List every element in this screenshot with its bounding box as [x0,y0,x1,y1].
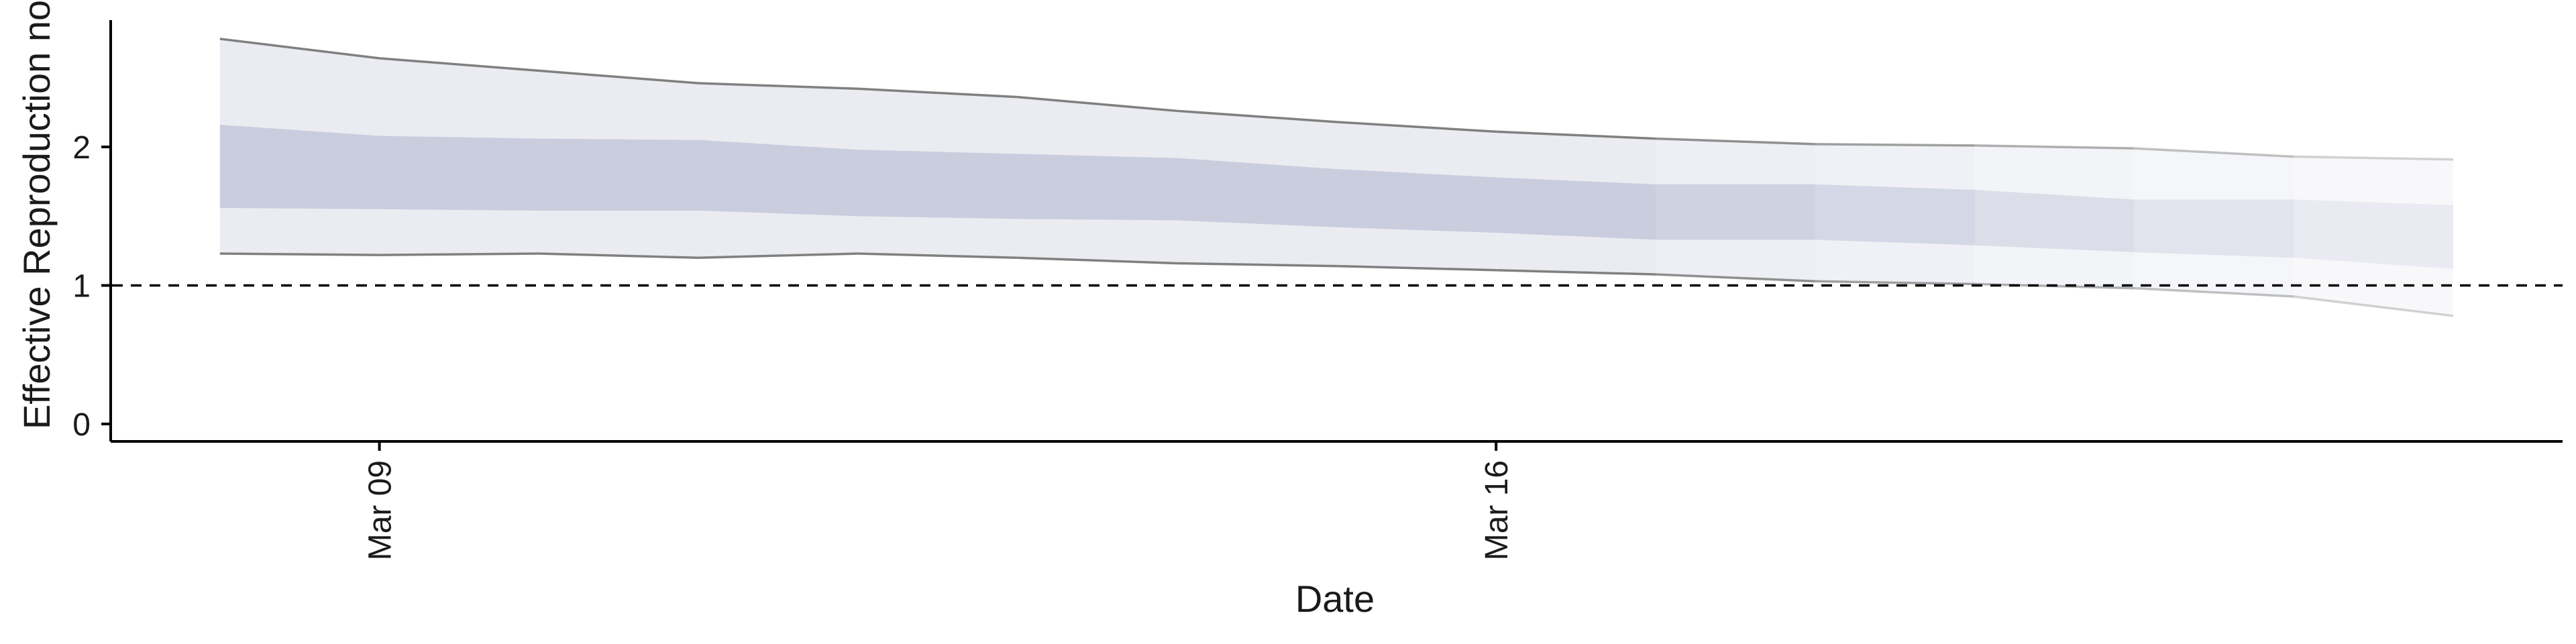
inner-band-segment [2134,199,2294,258]
upper-bound-line [1496,130,1656,140]
y-axis-ticks: 0 1 2 [72,130,111,443]
upper-bound-line [379,57,539,72]
upper-bound-line [1655,137,1815,146]
x-axis-ticks: Mar 09 Mar 16 [363,441,1515,560]
upper-bound-line [1974,144,2135,150]
outer-band-segment [2134,148,2294,297]
inner-band-segment [858,150,1018,219]
lower-bound-line [1177,262,1337,268]
lower-bound-line [857,252,1018,259]
inner-band-segment [1656,184,1815,240]
lower-bound-line [1336,264,1497,272]
lower-bound-line [1815,280,1975,286]
inner-band-segment [1496,177,1656,240]
outer-band-segment [2294,156,2453,316]
lower-bound-line [2134,286,2294,298]
lower-bound-line [539,252,699,259]
upper-bound-line [2134,147,2294,158]
inner-band-segment [1336,169,1497,233]
upper-bound-line [539,69,699,85]
inner-band-segment [1974,190,2135,252]
y-tick-label: 1 [72,269,91,305]
x-tick-label: Mar 16 [1479,460,1515,560]
y-axis-label: Effective Reproduction no [15,0,58,429]
upper-bound-line [2294,155,2454,161]
inner-band-segment [698,140,858,217]
x-axis-label: Date [1295,578,1375,620]
upper-bound-line [1177,109,1337,123]
lower-bound-line [1496,269,1656,276]
inner-band-segment [1177,158,1337,227]
lower-bound-line [2293,295,2454,317]
lower-bound-line [1655,273,1815,283]
inner-band-segment [379,136,539,211]
uncertainty-bands [219,38,2453,316]
axes [109,20,2563,443]
upper-bound-line [698,82,859,91]
lower-bound-line [379,252,539,256]
lower-bound-line [1017,256,1177,265]
y-tick-label: 0 [72,407,91,443]
lower-bound-line [698,252,859,259]
inner-band-segment [1815,184,1975,246]
inner-band-segment [219,124,380,209]
upper-bound-line [1815,143,1975,147]
y-tick-label: 2 [72,130,91,166]
inner-band-segment [2294,199,2453,269]
lower-bound-line [219,252,380,256]
inner-band-segment [539,138,699,211]
x-tick-label: Mar 09 [363,460,398,560]
upper-bound-line [219,38,380,60]
inner-band-segment [1017,154,1177,221]
upper-bound-line [1017,95,1177,113]
upper-bound-line [1336,121,1497,133]
outer-band-segment [1974,145,2135,288]
upper-bound-line [857,87,1018,99]
